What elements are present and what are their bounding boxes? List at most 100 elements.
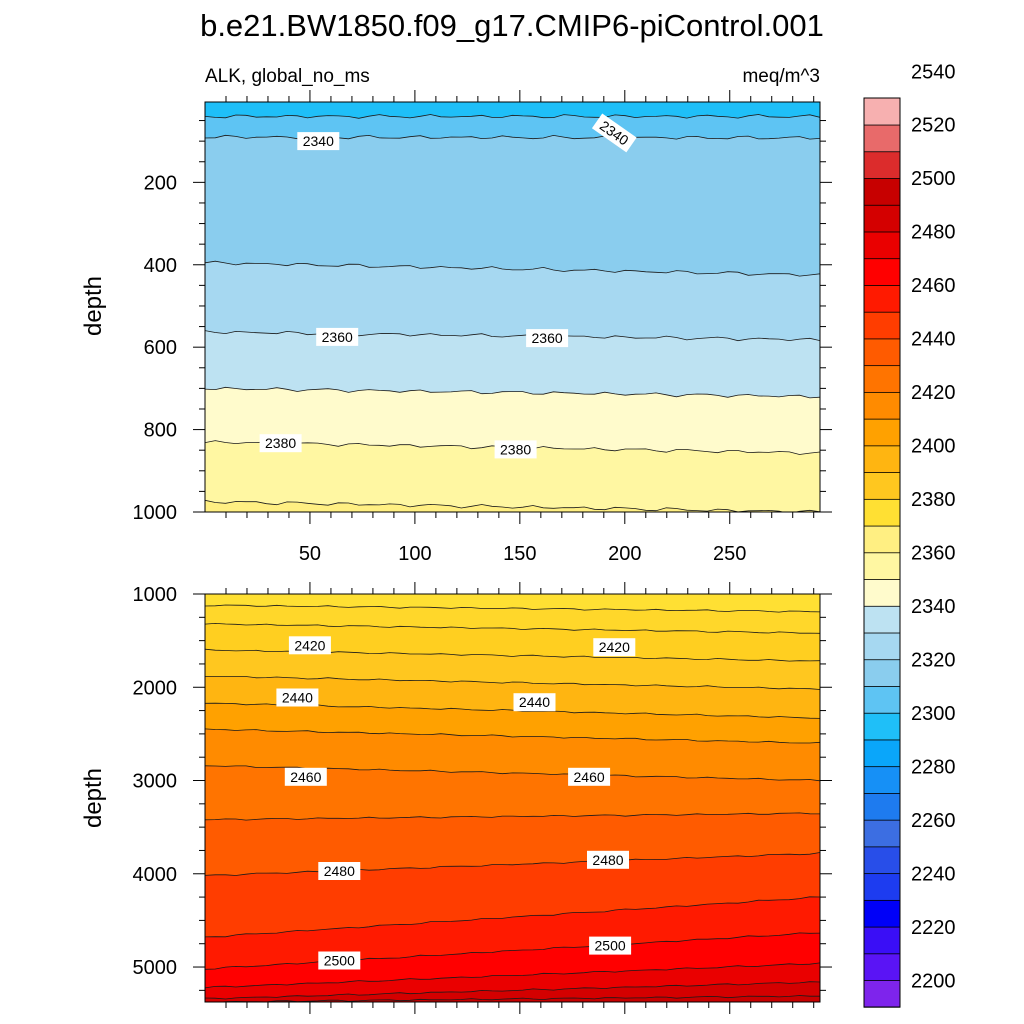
colorbar-swatch — [863, 231, 901, 260]
colorbar-swatch — [863, 258, 901, 286]
contour-label: 2360 — [316, 327, 359, 346]
svg-text:2420: 2420 — [294, 637, 325, 653]
y-tick-label: 2000 — [133, 677, 178, 699]
colorbar-swatch — [863, 552, 901, 580]
plot-frame — [204, 101, 821, 513]
svg-text:2440: 2440 — [282, 690, 313, 706]
contour-line — [205, 852, 820, 876]
contour-label: 2460 — [284, 767, 327, 786]
lower-ylabel: depth — [80, 768, 107, 828]
colorbar-tick-label: 2280 — [911, 756, 956, 778]
colorbar-swatch — [863, 819, 901, 848]
y-tick-label: 1000 — [133, 502, 178, 524]
lower-panel: 2420 2420 2440 2440 2460 2460 2480 2480 2500 2500… — [133, 582, 832, 1014]
y-tick-label: 1000 — [133, 584, 178, 606]
contour-line — [205, 962, 820, 989]
colorbar-tick-label: 2500 — [911, 168, 956, 190]
colorbar-swatch — [863, 578, 901, 607]
contour-label: 2460 — [568, 767, 611, 786]
svg-text:2360: 2360 — [532, 330, 563, 346]
colorbar-swatch — [863, 953, 901, 981]
svg-text:2420: 2420 — [599, 639, 630, 655]
colorbar-swatch — [863, 124, 901, 153]
x-tick-label: 50 — [299, 543, 321, 565]
colorbar-tick-label: 2200 — [911, 970, 956, 992]
y-tick-label: 3000 — [133, 771, 178, 793]
contour-label: 2340 — [297, 132, 340, 151]
colorbar-swatch — [863, 525, 901, 554]
colorbar-swatch — [863, 151, 901, 179]
y-tick-label: 400 — [144, 255, 177, 277]
colorbar-tick-label: 2540 — [911, 61, 956, 83]
colorbar-tick-label: 2320 — [911, 649, 956, 671]
band-fill — [205, 500, 820, 512]
y-tick-label: 5000 — [133, 957, 178, 979]
colorbar-tick-label: 2400 — [911, 436, 956, 458]
svg-text:2340: 2340 — [303, 133, 334, 149]
colorbar-swatch — [863, 899, 901, 928]
contour-line — [205, 995, 820, 1002]
contour-line — [205, 981, 820, 1000]
colorbar-swatch — [863, 391, 901, 420]
contour-line — [205, 932, 820, 970]
svg-text:2500: 2500 — [324, 953, 355, 969]
colorbar-swatch — [863, 659, 901, 687]
svg-text:2440: 2440 — [519, 694, 550, 710]
colorbar-tick-label: 2480 — [911, 222, 956, 244]
contour-label: 2480 — [587, 850, 629, 869]
colorbar-swatch — [863, 765, 901, 794]
contour-line — [205, 114, 820, 119]
svg-text:2360: 2360 — [322, 329, 353, 345]
colorbar-tick-label: 2420 — [911, 382, 956, 404]
y-tick-label: 200 — [144, 172, 177, 194]
colorbar-swatch — [863, 872, 901, 901]
colorbar-swatch — [863, 311, 901, 340]
colorbar-swatch — [863, 204, 901, 233]
contour-line — [205, 896, 820, 938]
colorbar-swatch — [863, 926, 901, 955]
contour-line — [205, 622, 820, 634]
colorbar-tick-label: 2220 — [911, 917, 956, 939]
y-tick-label: 800 — [144, 420, 177, 442]
y-tick-label: 4000 — [133, 864, 178, 886]
plot-frame — [204, 593, 821, 1003]
y-tick-label: 600 — [144, 337, 177, 359]
colorbar-swatch — [863, 445, 901, 473]
x-tick-label: 150 — [503, 543, 536, 565]
contour-line — [205, 812, 820, 821]
svg-text:2380: 2380 — [500, 441, 531, 457]
contour-label: 2480 — [318, 862, 361, 880]
contour-line — [205, 728, 820, 744]
x-tick-label: 250 — [713, 543, 746, 565]
contour-line — [205, 676, 820, 690]
chart-title: b.e21.BW1850.f09_g17.CMIP6-piControl.001 — [200, 8, 824, 43]
svg-text:2480: 2480 — [324, 863, 355, 879]
colorbar-swatch — [863, 364, 901, 393]
colorbar-tick-label: 2360 — [911, 543, 956, 565]
colorbar-swatch — [863, 284, 901, 313]
colorbar-swatch — [863, 632, 901, 661]
band-fill — [205, 440, 820, 512]
svg-text:2500: 2500 — [595, 938, 626, 954]
upper-ylabel: depth — [80, 276, 107, 336]
contour-label: 2380 — [494, 440, 537, 459]
colorbar-tick-label: 2240 — [911, 863, 956, 885]
colorbar-swatch — [863, 712, 901, 741]
contour-line — [205, 499, 820, 512]
colorbar-tick-label: 2380 — [911, 489, 956, 511]
svg-text:2380: 2380 — [265, 435, 296, 451]
contour-label: 2360 — [526, 329, 569, 348]
colorbar-swatch — [863, 97, 901, 126]
contour-label: 2380 — [259, 434, 302, 453]
colorbar-swatch — [863, 685, 901, 714]
colorbar-swatch — [863, 605, 901, 634]
x-tick-label: 200 — [608, 543, 641, 565]
colorbar-swatch — [863, 846, 901, 875]
svg-text:2480: 2480 — [592, 852, 623, 868]
colorbar: 2200 2220 2240 2260 2280 2300 2320 2340 2360 2380… — [863, 61, 956, 1008]
colorbar-swatch — [863, 739, 901, 768]
contour-label: 2420 — [288, 636, 331, 655]
contour-label: 2500 — [318, 951, 361, 970]
svg-text:2460: 2460 — [574, 769, 605, 785]
